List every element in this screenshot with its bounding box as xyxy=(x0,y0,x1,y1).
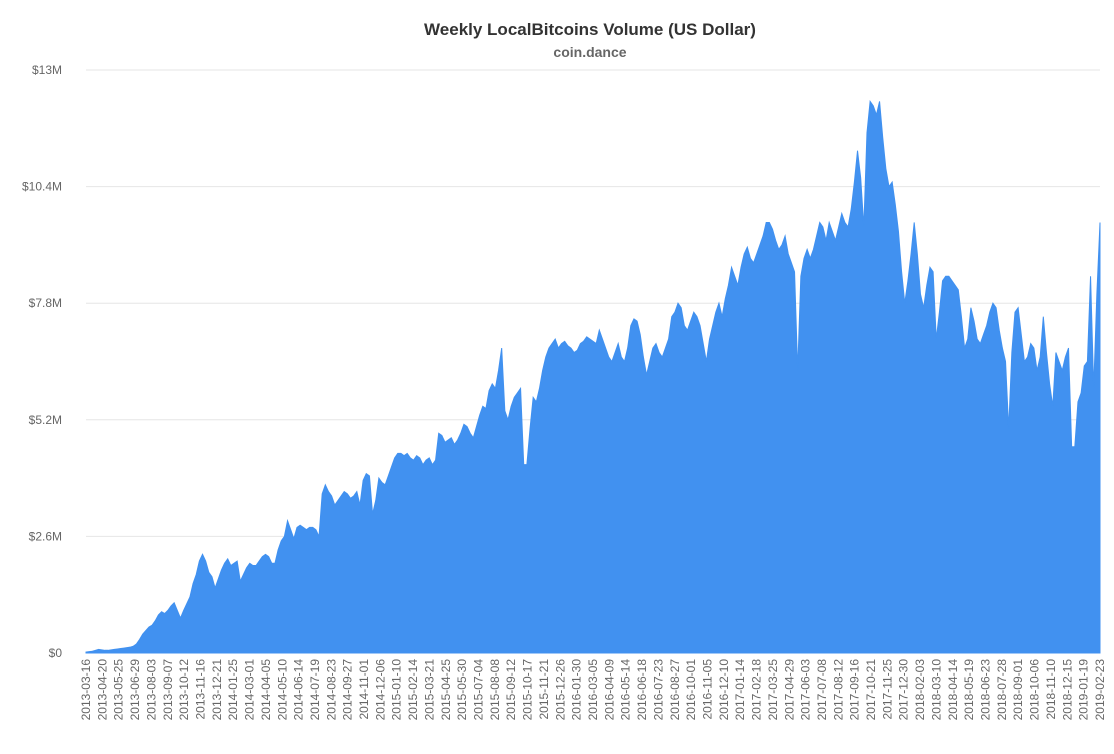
x-tick-label: 2014-01-25 xyxy=(226,659,240,721)
x-tick-label: 2017-07-08 xyxy=(815,659,829,721)
series-area xyxy=(85,100,1101,654)
x-tick-label: 2015-07-04 xyxy=(472,659,486,721)
x-tick-label: 2019-01-19 xyxy=(1077,659,1091,721)
y-tick-label: $13M xyxy=(32,63,62,77)
x-tick-label: 2014-04-05 xyxy=(259,659,273,721)
x-tick-label: 2017-09-16 xyxy=(848,659,862,721)
y-tick-label: $5.2M xyxy=(29,413,62,427)
x-tick-label: 2018-04-14 xyxy=(946,659,960,721)
x-tick-label: 2018-02-03 xyxy=(913,659,927,721)
x-tick-label: 2017-02-18 xyxy=(750,659,764,721)
x-tick-label: 2016-03-05 xyxy=(586,659,600,721)
x-tick-label: 2015-04-25 xyxy=(439,659,453,721)
x-tick-label: 2013-11-16 xyxy=(193,659,207,720)
x-tick-label: 2015-12-26 xyxy=(553,659,567,721)
x-tick-label: 2018-10-06 xyxy=(1028,659,1042,721)
x-tick-label: 2017-06-03 xyxy=(799,659,813,721)
x-tick-label: 2018-12-15 xyxy=(1060,659,1074,721)
x-tick-label: 2017-04-29 xyxy=(782,659,796,721)
x-axis: 2013-03-16 2013-04-20 2013-05-25 2013-06-29… xyxy=(79,659,1107,721)
x-tick-label: 2013-04-20 xyxy=(95,659,109,721)
x-tick-label: 2016-01-30 xyxy=(570,659,584,721)
x-tick-label: 2013-05-25 xyxy=(112,659,126,721)
y-tick-label: $0 xyxy=(49,646,63,660)
x-tick-label: 2018-03-10 xyxy=(929,659,943,721)
x-tick-label: 2015-03-21 xyxy=(422,659,436,721)
x-tick-label: 2013-10-12 xyxy=(177,659,191,721)
x-tick-label: 2015-01-10 xyxy=(390,659,404,721)
x-tick-label: 2015-05-30 xyxy=(455,659,469,721)
x-tick-label: 2018-11-10 xyxy=(1044,659,1058,720)
x-tick-label: 2016-10-01 xyxy=(684,659,698,721)
series-area-layer xyxy=(85,100,1101,654)
x-tick-label: 2016-05-14 xyxy=(619,659,633,721)
y-axis: $0 $2.6M $5.2M $7.8M $10.4M $13M xyxy=(22,63,62,660)
x-tick-label: 2015-08-08 xyxy=(488,659,502,721)
x-tick-label: 2014-08-23 xyxy=(324,659,338,721)
x-tick-label: 2015-10-17 xyxy=(521,659,535,721)
x-tick-label: 2014-07-19 xyxy=(308,659,322,721)
x-tick-label: 2015-09-12 xyxy=(504,659,518,721)
x-tick-label: 2013-06-29 xyxy=(128,659,142,721)
x-tick-label: 2013-09-07 xyxy=(161,659,175,721)
x-tick-label: 2016-12-10 xyxy=(717,659,731,721)
x-tick-label: 2016-04-09 xyxy=(602,659,616,721)
y-tick-label: $7.8M xyxy=(29,296,62,310)
x-tick-label: 2014-05-10 xyxy=(275,659,289,721)
x-tick-label: 2016-08-27 xyxy=(668,659,682,721)
x-tick-label: 2014-12-06 xyxy=(373,659,387,721)
x-tick-label: 2018-06-23 xyxy=(979,659,993,721)
x-tick-label: 2019-02-23 xyxy=(1093,659,1107,721)
x-tick-label: 2016-06-18 xyxy=(635,659,649,721)
x-tick-label: 2017-08-12 xyxy=(831,659,845,721)
x-tick-label: 2013-03-16 xyxy=(79,659,93,721)
x-tick-label: 2013-08-03 xyxy=(144,659,158,721)
x-tick-label: 2017-01-14 xyxy=(733,659,747,721)
x-tick-label: 2018-07-28 xyxy=(995,659,1009,721)
x-tick-label: 2014-06-14 xyxy=(292,659,306,721)
x-tick-label: 2017-11-25 xyxy=(880,659,894,720)
x-tick-label: 2016-11-05 xyxy=(700,659,714,720)
x-tick-label: 2014-03-01 xyxy=(243,659,257,721)
x-tick-label: 2016-07-23 xyxy=(651,659,665,721)
chart-subtitle: coin.dance xyxy=(553,44,627,60)
x-tick-label: 2014-11-01 xyxy=(357,659,371,720)
y-tick-label: $10.4M xyxy=(22,180,62,194)
x-tick-label: 2015-02-14 xyxy=(406,659,420,721)
x-tick-label: 2015-11-21 xyxy=(537,659,551,720)
x-tick-label: 2014-09-27 xyxy=(341,659,355,721)
x-tick-label: 2017-03-25 xyxy=(766,659,780,721)
x-tick-label: 2013-12-21 xyxy=(210,659,224,721)
y-tick-label: $2.6M xyxy=(29,529,62,543)
x-tick-label: 2018-05-19 xyxy=(962,659,976,721)
x-tick-label: 2018-09-01 xyxy=(1011,659,1025,721)
chart-title: Weekly LocalBitcoins Volume (US Dollar) xyxy=(424,20,756,39)
x-tick-label: 2017-12-30 xyxy=(897,659,911,721)
x-tick-label: 2017-10-21 xyxy=(864,659,878,721)
